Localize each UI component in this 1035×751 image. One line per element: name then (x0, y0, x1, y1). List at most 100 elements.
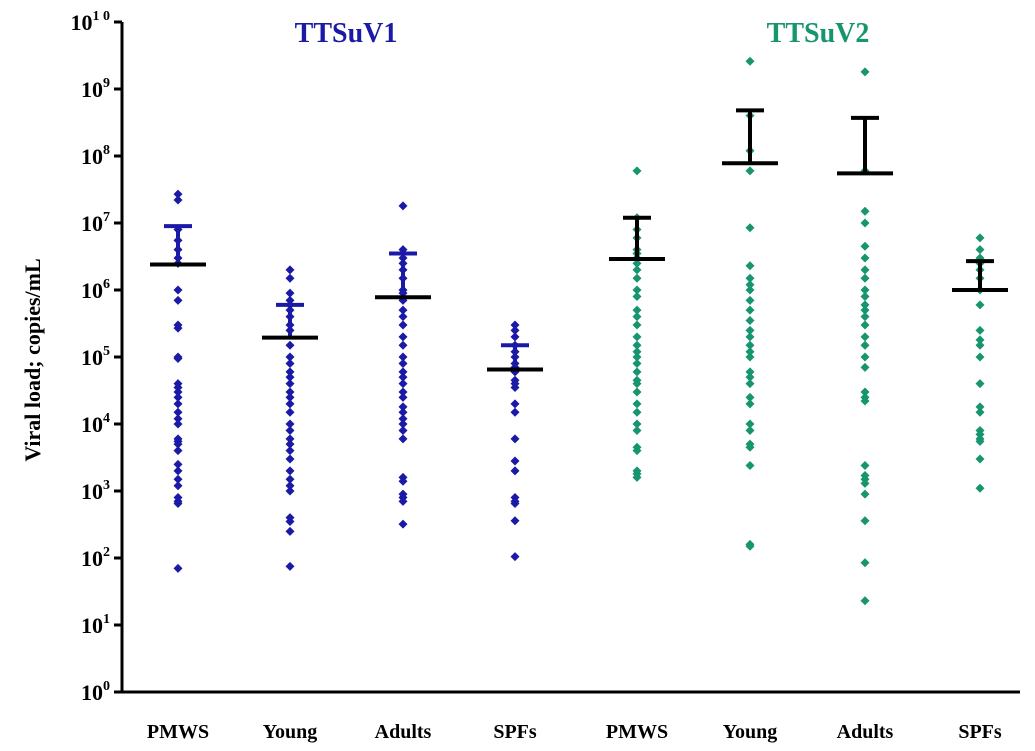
data-point (632, 340, 642, 350)
data-point (285, 392, 295, 402)
data-point (975, 245, 985, 255)
data-point (285, 399, 295, 409)
data-point (860, 241, 870, 251)
data-point (398, 425, 408, 435)
data-point (745, 419, 755, 429)
x-tick-label: Adults (375, 721, 432, 743)
data-point (398, 305, 408, 315)
data-point (632, 399, 642, 409)
data-point (285, 526, 295, 536)
data-point (632, 258, 642, 268)
data-point (173, 295, 183, 305)
data-point (510, 466, 520, 476)
data-point (632, 419, 642, 429)
data-point (975, 233, 985, 243)
data-point (173, 481, 183, 491)
data-point (398, 358, 408, 368)
data-point (745, 392, 755, 402)
data-point (510, 407, 520, 417)
data-point (860, 387, 870, 397)
data-point (860, 478, 870, 488)
data-point (745, 461, 755, 471)
data-point (173, 563, 183, 573)
data-point (975, 402, 985, 412)
data-point (745, 295, 755, 305)
data-point (745, 261, 755, 271)
data-point (860, 218, 870, 228)
data-point (632, 305, 642, 315)
data-point (285, 561, 295, 571)
data-point (510, 320, 520, 330)
data-point (860, 206, 870, 216)
data-point (510, 332, 520, 342)
data-point (860, 312, 870, 322)
x-tick-label: Adults (837, 721, 894, 743)
data-point (975, 325, 985, 335)
group-title: TTSuV2 (767, 18, 870, 49)
group-title: TTSuV1 (295, 18, 398, 49)
data-point (860, 291, 870, 301)
data-point (975, 335, 985, 345)
data-point (860, 332, 870, 342)
data-point (632, 347, 642, 357)
data-point (745, 399, 755, 409)
data-point (285, 407, 295, 417)
data-point (745, 541, 755, 551)
data-point (285, 474, 295, 484)
data-point (398, 434, 408, 444)
data-point (745, 347, 755, 357)
data-point (398, 476, 408, 486)
x-tick-label: Young (263, 721, 317, 743)
data-point (745, 442, 755, 452)
data-point (285, 419, 295, 429)
data-point (285, 425, 295, 435)
y-axis-title: Viral load; copies/mL (20, 258, 45, 461)
data-point (398, 387, 408, 397)
x-tick-labels: PMWS Young Adults SPFs PMWS Young Adults SPFs (147, 721, 1002, 743)
data-point (398, 392, 408, 402)
data-point (745, 367, 755, 377)
data-point (632, 332, 642, 342)
data-point (398, 496, 408, 506)
x-tick-label: Young (723, 721, 777, 743)
data-point (745, 340, 755, 350)
data-point (285, 352, 295, 362)
data-point (860, 305, 870, 315)
data-point (745, 372, 755, 382)
data-point (860, 461, 870, 471)
data-point (173, 399, 183, 409)
data-point (860, 67, 870, 77)
data-point (510, 516, 520, 526)
data-point (632, 446, 642, 456)
y-tick-label: 101 (81, 612, 110, 638)
data-point (510, 325, 520, 335)
data-point (398, 414, 408, 424)
data-point (632, 265, 642, 275)
data-point (285, 358, 295, 368)
data-point (632, 166, 642, 176)
data-point (173, 419, 183, 429)
data-point (285, 439, 295, 449)
data-point (510, 456, 520, 466)
data-point (398, 367, 408, 377)
y-tick-label: 108 (81, 143, 110, 169)
y-tick-label: 109 (81, 76, 110, 102)
data-point (173, 439, 183, 449)
data-point (632, 472, 642, 482)
data-point (632, 312, 642, 322)
data-point (632, 352, 642, 362)
y-tick-labels: 100 101 102 103 104 105 106 107 108 109 101 0 (71, 9, 111, 705)
data-point (860, 396, 870, 406)
data-point (745, 223, 755, 233)
data-point (285, 446, 295, 456)
data-point (173, 466, 183, 476)
data-point (173, 446, 183, 456)
data-point (975, 379, 985, 389)
data-point (975, 436, 985, 446)
data-point (860, 320, 870, 330)
data-point (632, 285, 642, 295)
data-point (510, 399, 520, 409)
y-tick-label: 105 (81, 344, 110, 370)
data-point (285, 340, 295, 350)
data-point (398, 372, 408, 382)
